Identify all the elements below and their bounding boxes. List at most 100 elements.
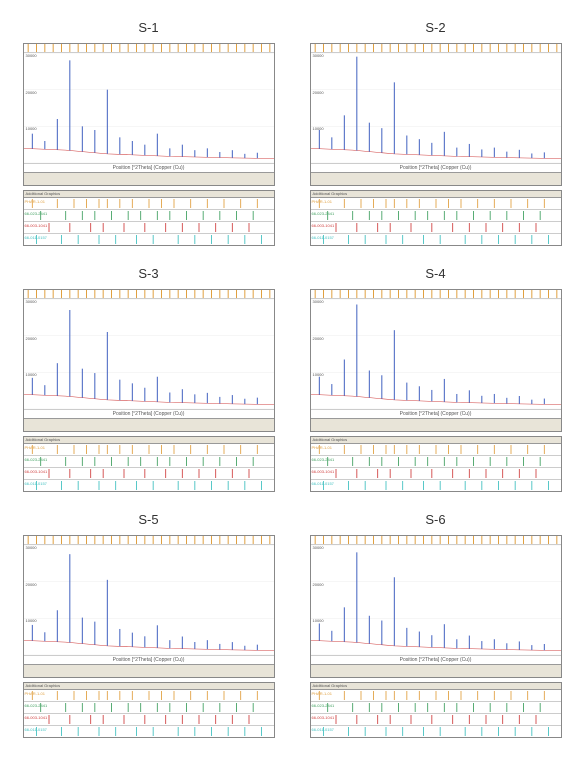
ytick-label: 30000 — [26, 53, 37, 58]
ytick-label: 20000 — [26, 582, 37, 587]
ytick-label: 30000 — [313, 545, 324, 550]
reference-row: 66-011-0157 — [311, 234, 561, 245]
xrd-chart: 10000 20000 30000 Position [°2Theta] (Coppe… — [23, 289, 275, 432]
top-tick-strip — [311, 44, 561, 53]
reference-block: Additional GraphicsPHAR-1-01 66-023-2441 6… — [310, 436, 562, 492]
info-strip — [311, 418, 561, 431]
panel-1: S-1 10000 20000 30000 Position [°2Theta] (Co… — [20, 20, 277, 246]
reference-label: 66-003-1041 — [312, 715, 335, 720]
info-strip — [311, 172, 561, 185]
reference-label: 66-023-2441 — [25, 457, 48, 462]
reference-header: Additional Graphics — [311, 191, 561, 198]
info-strip — [24, 172, 274, 185]
reference-row: PHAR-1-01 — [311, 444, 561, 456]
reference-row: 66-011-0157 — [24, 234, 274, 245]
main-plot: 10000 20000 30000 — [311, 53, 561, 163]
reference-label: 66-011-0157 — [312, 481, 334, 486]
reference-header: Additional Graphics — [311, 683, 561, 690]
reference-label: 66-011-0157 — [312, 235, 334, 240]
reference-row: 66-003-1041 — [311, 222, 561, 234]
reference-label: 66-023-2441 — [25, 703, 48, 708]
reference-row: 66-003-1041 — [311, 714, 561, 726]
x-axis-label: Position [°2Theta] (Copper (Cu)) — [311, 655, 561, 664]
x-axis-label: Position [°2Theta] (Copper (Cu)) — [24, 163, 274, 172]
ytick-label: 10000 — [313, 618, 324, 623]
main-plot: 10000 20000 30000 — [24, 53, 274, 163]
reference-row: 66-003-1041 — [24, 714, 274, 726]
reference-block: Additional GraphicsPHAR-1-0166-023-24416… — [23, 436, 275, 492]
reference-row: 66-023-2441 — [24, 456, 274, 468]
info-strip — [311, 664, 561, 677]
panel-4: S-4 10000 20000 30000 Position [°2Theta] (Co… — [307, 266, 564, 492]
panel-6: S-6 10000 20000 30000 Position [°2Theta] (Co… — [307, 512, 564, 738]
panel-3: S-3 10000 20000 30000 Position [°2Theta] (Co… — [20, 266, 277, 492]
ytick-label: 20000 — [313, 90, 324, 95]
reference-header: Additional Graphics — [24, 191, 274, 198]
xrd-chart: 10000 20000 30000 Position [°2Theta] (Coppe… — [23, 43, 275, 186]
reference-row: 66-011-0157 — [24, 726, 274, 737]
reference-label: 66-023-2441 — [312, 211, 335, 216]
chart-grid: S-1 10000 20000 30000 Position [°2Theta] (Co… — [20, 20, 564, 738]
ytick-label: 30000 — [26, 299, 37, 304]
reference-label: 66-003-1041 — [25, 469, 48, 474]
panel-title: S-3 — [138, 266, 158, 281]
top-tick-strip — [311, 290, 561, 299]
x-axis-label: Position [°2Theta] (Copper (Cu)) — [24, 409, 274, 418]
reference-label: PHAR-1-01 — [25, 199, 45, 204]
reference-label: 66-011-0157 — [25, 727, 47, 732]
panel-2: S-2 10000 20000 30000 Position [°2Theta] (Co… — [307, 20, 564, 246]
panel-title: S-6 — [425, 512, 445, 527]
reference-row: PHAR-1-01 — [311, 198, 561, 210]
reference-label: 66-003-1041 — [312, 223, 335, 228]
ytick-label: 30000 — [313, 299, 324, 304]
xrd-chart: 10000 20000 30000 Position [°2Theta] (Coppe… — [310, 43, 562, 186]
xrd-chart: 10000 20000 30000 Position [°2Theta] (Coppe… — [310, 289, 562, 432]
x-axis-label: Position [°2Theta] (Copper (Cu)) — [311, 409, 561, 418]
panel-title: S-5 — [138, 512, 158, 527]
ytick-label: 10000 — [26, 126, 37, 131]
reference-header: Additional Graphics — [24, 683, 274, 690]
panel-title: S-1 — [138, 20, 158, 35]
reference-row: PHAR-1-01 — [24, 198, 274, 210]
ytick-label: 20000 — [313, 582, 324, 587]
ytick-label: 30000 — [313, 53, 324, 58]
top-tick-strip — [24, 44, 274, 53]
top-tick-strip — [24, 290, 274, 299]
x-axis-label: Position [°2Theta] (Copper (Cu)) — [311, 163, 561, 172]
ytick-label: 10000 — [26, 618, 37, 623]
panel-5: S-5100002000030000Position [°2Theta] (Co… — [20, 512, 277, 738]
ytick-label: 10000 — [26, 372, 37, 377]
reference-row: 66-023-2441 — [311, 702, 561, 714]
reference-label: 66-003-1041 — [25, 223, 48, 228]
ytick-label: 20000 — [26, 90, 37, 95]
top-tick-strip — [311, 536, 561, 545]
reference-row: 66-023-2441 — [311, 210, 561, 222]
panel-title: S-2 — [425, 20, 445, 35]
reference-block: Additional GraphicsPHAR-1-01 66-023-2441 6… — [310, 190, 562, 246]
reference-header: Additional Graphics — [311, 437, 561, 444]
reference-row: 66-011-0157 — [311, 480, 561, 491]
reference-label: PHAR-1-01 — [312, 445, 332, 450]
reference-label: PHAR-1-01 — [25, 691, 45, 696]
ytick-label: 10000 — [313, 126, 324, 131]
reference-row: 66-023-2441 — [24, 210, 274, 222]
panel-title: S-4 — [425, 266, 445, 281]
ytick-label: 10000 — [313, 372, 324, 377]
reference-label: 66-003-1041 — [25, 715, 48, 720]
xrd-chart: 100002000030000Position [°2Theta] (Coppe… — [23, 535, 275, 678]
reference-block: Additional GraphicsPHAR-1-01 66-023-2441 6… — [23, 682, 275, 738]
ytick-label: 20000 — [26, 336, 37, 341]
reference-label: PHAR-1-01 — [312, 199, 332, 204]
reference-label: 66-003-1041 — [312, 469, 335, 474]
main-plot: 100002000030000 — [24, 545, 274, 655]
x-axis-label: Position [°2Theta] (Copper (Cu)) — [24, 655, 274, 664]
reference-label: 66-023-2441 — [312, 457, 335, 462]
reference-row: 66-003-1041 — [24, 468, 274, 480]
reference-label: 66-011-0157 — [312, 727, 334, 732]
reference-block: Additional GraphicsPHAR-1-0166-023-24416… — [310, 682, 562, 738]
reference-label: PHAR-1-01 — [25, 445, 45, 450]
ytick-label: 20000 — [313, 336, 324, 341]
reference-row: 66-011-0157 — [24, 480, 274, 491]
reference-row: 66-023-2441 — [24, 702, 274, 714]
reference-label: 66-023-2441 — [312, 703, 335, 708]
